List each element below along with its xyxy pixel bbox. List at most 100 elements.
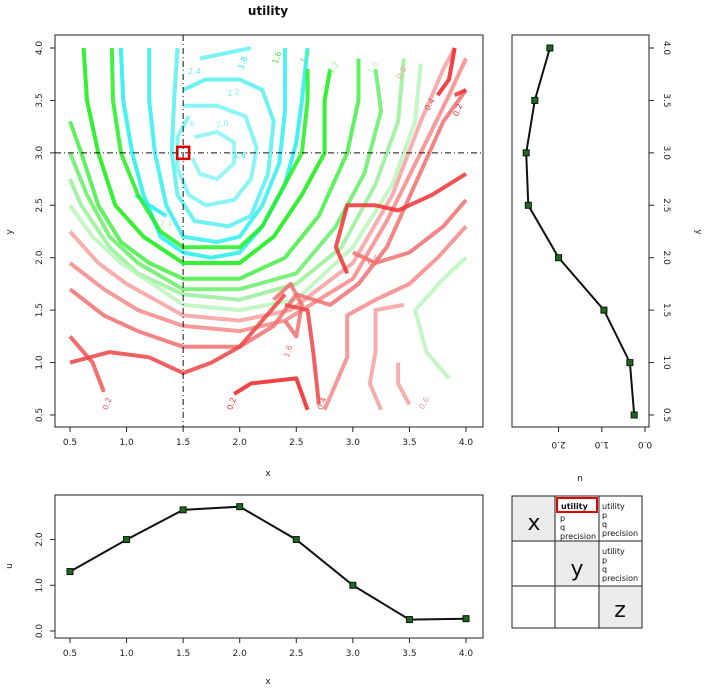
x-tick-label: 1.0 [119, 649, 134, 659]
bottom-series-point [179, 506, 187, 514]
selector-xz-item[interactable]: utility [602, 502, 625, 511]
y-tick-label: 1.0 [35, 578, 45, 593]
contour-label: 2.2 [227, 87, 241, 98]
selector-cell-yz[interactable] [598, 540, 643, 587]
selector-cell-xz[interactable] [598, 495, 643, 542]
y-tick-label: 2.5 [35, 198, 45, 212]
selector-cell-z[interactable] [598, 585, 643, 629]
selector-cell-empty-2 [511, 585, 556, 629]
main-plot-frame [54, 34, 484, 428]
right-series-point [630, 411, 638, 419]
contour-label: 0.2 [225, 396, 238, 411]
right-x-label: u [577, 473, 583, 483]
x-tick-label: 2.0 [233, 649, 248, 659]
right-x-axis: 2.0 1.0 0.0 [551, 427, 652, 449]
selector-yz-item[interactable]: precision [602, 574, 638, 583]
bottom-series-point [123, 536, 131, 544]
contour-line [453, 88, 467, 98]
selector-yz-item[interactable]: q [602, 565, 607, 574]
y-tick-label: 4.0 [661, 41, 671, 56]
bottom-series-point [292, 536, 300, 544]
bottom-series [66, 503, 470, 624]
contour-label: 1.8 [233, 151, 246, 160]
right-series-point [600, 306, 608, 314]
x-tick-label: 0.5 [63, 649, 77, 659]
x-tick-label: 1.5 [176, 649, 190, 659]
y-tick-label: 2.0 [661, 251, 671, 266]
selected-point-marker[interactable] [175, 145, 191, 161]
main-contour-plot[interactable]: utility 0.2 0.20.20.40.40.60.60.81.01.21.… [5, 4, 484, 479]
selector-cell-xy[interactable] [554, 495, 600, 542]
main-y-axis: 0.5 1.0 1.5 2.0 2.5 3.0 3.5 4.0 [35, 41, 55, 422]
contour-line [190, 129, 237, 182]
selector-xz-item[interactable]: q [602, 520, 607, 529]
x-tick-label: 2.0 [551, 439, 566, 449]
main-x-axis: 0.5 1.0 1.5 2.0 2.5 3.0 3.5 4.0 [63, 427, 474, 448]
y-tick-label: 4.0 [35, 41, 45, 56]
y-tick-label: 2.0 [35, 532, 45, 547]
y-tick-label: 0.5 [661, 408, 671, 422]
contour-line [333, 172, 468, 275]
bottom-series-line [69, 505, 467, 621]
right-series-line [525, 47, 636, 416]
selector-xz-item[interactable]: p [602, 511, 607, 520]
selector-xy-item[interactable]: p [560, 514, 565, 523]
bottom-x-label: x [265, 677, 271, 687]
x-tick-label: 4.0 [459, 649, 474, 659]
selector-cell-x[interactable] [511, 495, 556, 542]
contour-line [367, 302, 405, 411]
selector-yz-item[interactable]: p [602, 556, 607, 565]
selector-yz-item[interactable]: utility [602, 547, 625, 556]
y-tick-label: 1.5 [661, 303, 671, 317]
contour-line [322, 224, 468, 411]
contour-line [68, 58, 406, 302]
selector-xy-selected[interactable]: utility [561, 502, 589, 511]
right-series-point [531, 96, 539, 104]
x-tick-label: 3.5 [402, 649, 416, 659]
x-tick-label: 4.0 [459, 438, 474, 448]
bottom-series-point [462, 615, 470, 623]
selector-cell-empty-3 [554, 585, 600, 629]
contour-label: 0.4 [316, 396, 329, 411]
contour-line [68, 335, 106, 393]
y-tick-label: 0.5 [35, 408, 45, 422]
bottom-series-point [405, 616, 413, 624]
x-tick-label: 3.5 [402, 438, 416, 448]
bottom-x-axis: 0.5 1.0 1.5 2.0 2.5 3.0 3.5 4.0 [63, 638, 474, 659]
selector-label-z: z [614, 598, 626, 623]
x-tick-label: 3.0 [346, 649, 361, 659]
main-x-label: x [265, 469, 271, 479]
contour-label: 1.0 [366, 60, 380, 76]
contour-label: 1.6 [282, 344, 295, 359]
contour-line [396, 362, 412, 406]
contour-label: 1.4 [298, 49, 312, 65]
bottom-profile-plot[interactable]: 0.5 1.0 1.5 2.0 2.5 3.0 3.5 4.0 0.0 1.0 2.0 x u [5, 494, 484, 687]
contour-line [272, 281, 304, 339]
contour-line [284, 302, 321, 405]
contour-line [68, 47, 457, 323]
selector-xy-item[interactable]: q [560, 523, 565, 532]
variable-selector-grid[interactable]: x y z utility p q precision utility p q … [511, 495, 643, 629]
bottom-y-axis: 0.0 1.0 2.0 [35, 532, 55, 638]
selector-cell-y[interactable] [554, 540, 600, 587]
contour-label: 1.8 [237, 55, 250, 70]
contour-label: 0.4 [423, 97, 437, 113]
y-tick-label: 3.0 [35, 145, 45, 160]
selector-xy-item[interactable]: precision [560, 532, 596, 541]
selector-xz-item[interactable]: precision [602, 529, 638, 538]
main-plot-title: utility [248, 4, 288, 18]
contour-labels: 0.2 0.20.20.40.40.60.60.81.01.21.41.61.82… [101, 49, 465, 411]
contour-label: 0.6 [417, 396, 431, 412]
x-tick-label: 2.5 [289, 649, 303, 659]
contour-line [413, 256, 468, 380]
right-series-point [522, 149, 530, 157]
x-tick-label: 3.0 [346, 438, 361, 448]
x-tick-label: 1.0 [119, 438, 134, 448]
selector-label-x: x [527, 511, 540, 536]
right-series-point [546, 44, 554, 52]
right-profile-plot[interactable]: 2.0 1.0 0.0 0.5 1.0 1.5 2.0 2.5 3.0 3.5 4.0 u y [511, 34, 703, 483]
right-series-point [626, 359, 634, 367]
contour-label: 2.4 [188, 67, 201, 76]
x-tick-label: 1.0 [594, 439, 609, 449]
